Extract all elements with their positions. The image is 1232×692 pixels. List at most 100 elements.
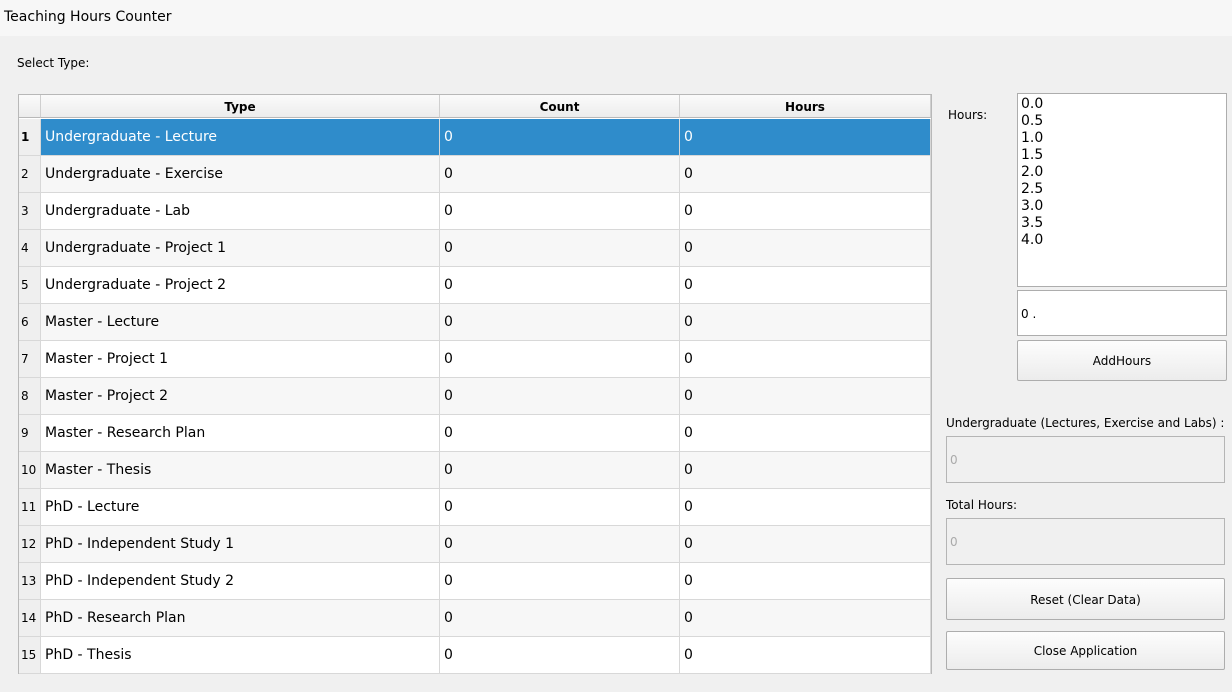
row-number: 15 — [19, 637, 41, 673]
column-header[interactable]: Count — [440, 95, 680, 118]
hours-option[interactable]: 0.0 — [1021, 96, 1044, 112]
cell-count: 0 — [440, 563, 680, 599]
cell-type: PhD - Lecture — [41, 489, 440, 525]
cell-count: 0 — [440, 415, 680, 451]
row-number: 10 — [19, 452, 41, 488]
cell-hours: 0 — [680, 230, 931, 266]
cell-count: 0 — [440, 341, 680, 377]
table-row[interactable]: 6 Master - Lecture 0 0 — [19, 304, 931, 341]
cell-type: Master - Thesis — [41, 452, 440, 488]
hours-option[interactable]: 1.5 — [1021, 147, 1044, 163]
cell-count: 0 — [440, 156, 680, 192]
type-table: Type Count Hours 1 Undergraduate - Lecture 0 0… — [18, 94, 932, 674]
select-label: Select Type: — [17, 56, 90, 70]
column-header[interactable]: Type — [41, 95, 440, 118]
table-row[interactable]: 15 PhD - Thesis 0 0 — [19, 637, 931, 674]
hours-label: Hours: — [948, 108, 988, 122]
cell-count: 0 — [440, 526, 680, 562]
cell-count: 0 — [440, 119, 680, 155]
row-number: 13 — [19, 563, 41, 599]
cell-type: PhD - Research Plan — [41, 600, 440, 636]
title-bar: Teaching Hours Counter — [0, 0, 1232, 36]
row-number: 7 — [19, 341, 41, 377]
table-row[interactable]: 9 Master - Research Plan 0 0 — [19, 415, 931, 452]
cell-hours: 0 — [680, 452, 931, 488]
undergrad-label: Undergraduate (Lectures, Exercise and La… — [946, 416, 1225, 430]
cell-count: 0 — [440, 230, 680, 266]
cell-type: Master - Project 1 — [41, 341, 440, 377]
cell-hours: 0 — [680, 415, 931, 451]
row-number: 1 — [19, 119, 41, 155]
cell-hours: 0 — [680, 637, 931, 673]
cell-hours: 0 — [680, 341, 931, 377]
cell-hours: 0 — [680, 489, 931, 525]
row-number: 11 — [19, 489, 41, 525]
row-number: 9 — [19, 415, 41, 451]
undergrad-field: 0 — [946, 436, 1225, 483]
row-number: 4 — [19, 230, 41, 266]
cell-count: 0 — [440, 193, 680, 229]
hours-option[interactable]: 0.5 — [1021, 113, 1044, 129]
cell-hours: 0 — [680, 563, 931, 599]
close-button[interactable]: Close Application — [946, 631, 1225, 670]
corner-header — [19, 95, 41, 118]
hours-option[interactable]: 1.0 — [1021, 130, 1044, 146]
table-row[interactable]: 10 Master - Thesis 0 0 — [19, 452, 931, 489]
row-number: 12 — [19, 526, 41, 562]
cell-count: 0 — [440, 267, 680, 303]
table-row[interactable]: 3 Undergraduate - Lab 0 0 — [19, 193, 931, 230]
window-title: Teaching Hours Counter — [4, 9, 172, 25]
cell-hours: 0 — [680, 267, 931, 303]
cell-count: 0 — [440, 600, 680, 636]
table-row[interactable]: 14 PhD - Research Plan 0 0 — [19, 600, 931, 637]
row-number: 8 — [19, 378, 41, 414]
cell-type: Master - Lecture — [41, 304, 440, 340]
table-row[interactable]: 1 Undergraduate - Lecture 0 0 — [19, 119, 931, 156]
cell-type: Undergraduate - Exercise — [41, 156, 440, 192]
cell-type: PhD - Independent Study 2 — [41, 563, 440, 599]
cell-hours: 0 — [680, 119, 931, 155]
cell-type: Undergraduate - Lecture — [41, 119, 440, 155]
cell-count: 0 — [440, 378, 680, 414]
cell-hours: 0 — [680, 156, 931, 192]
table-row[interactable]: 2 Undergraduate - Exercise 0 0 — [19, 156, 931, 193]
cell-type: PhD - Thesis — [41, 637, 440, 673]
cell-type: Undergraduate - Project 2 — [41, 267, 440, 303]
cell-type: Master - Project 2 — [41, 378, 440, 414]
cell-type: Undergraduate - Project 1 — [41, 230, 440, 266]
hours-option[interactable]: 3.0 — [1021, 198, 1044, 214]
cell-hours: 0 — [680, 304, 931, 340]
hours-option[interactable]: 2.0 — [1021, 164, 1044, 180]
row-number: 6 — [19, 304, 41, 340]
hours-option[interactable]: 2.5 — [1021, 181, 1044, 197]
row-number: 2 — [19, 156, 41, 192]
column-header[interactable]: Hours — [680, 95, 931, 118]
row-number: 5 — [19, 267, 41, 303]
hours-list[interactable]: 0.0 0.5 1.0 1.5 2.0 2.5 3.0 3.5 4.0 — [1017, 93, 1227, 287]
cell-count: 0 — [440, 637, 680, 673]
hours-option[interactable]: 4.0 — [1021, 232, 1044, 248]
row-number: 14 — [19, 600, 41, 636]
cell-type: Master - Research Plan — [41, 415, 440, 451]
table-row[interactable]: 11 PhD - Lecture 0 0 — [19, 489, 931, 526]
cell-hours: 0 — [680, 378, 931, 414]
cell-count: 0 — [440, 452, 680, 488]
total-label: Total Hours: — [946, 498, 1018, 512]
hours-input[interactable]: 0 . — [1017, 290, 1227, 336]
reset-button[interactable]: Reset (Clear Data) — [946, 578, 1225, 620]
cell-count: 0 — [440, 489, 680, 525]
hours-option[interactable]: 3.5 — [1021, 215, 1044, 231]
total-field: 0 — [946, 518, 1225, 565]
cell-type: Undergraduate - Lab — [41, 193, 440, 229]
add-hours-button[interactable]: AddHours — [1017, 340, 1227, 381]
cell-hours: 0 — [680, 600, 931, 636]
cell-hours: 0 — [680, 526, 931, 562]
cell-count: 0 — [440, 304, 680, 340]
